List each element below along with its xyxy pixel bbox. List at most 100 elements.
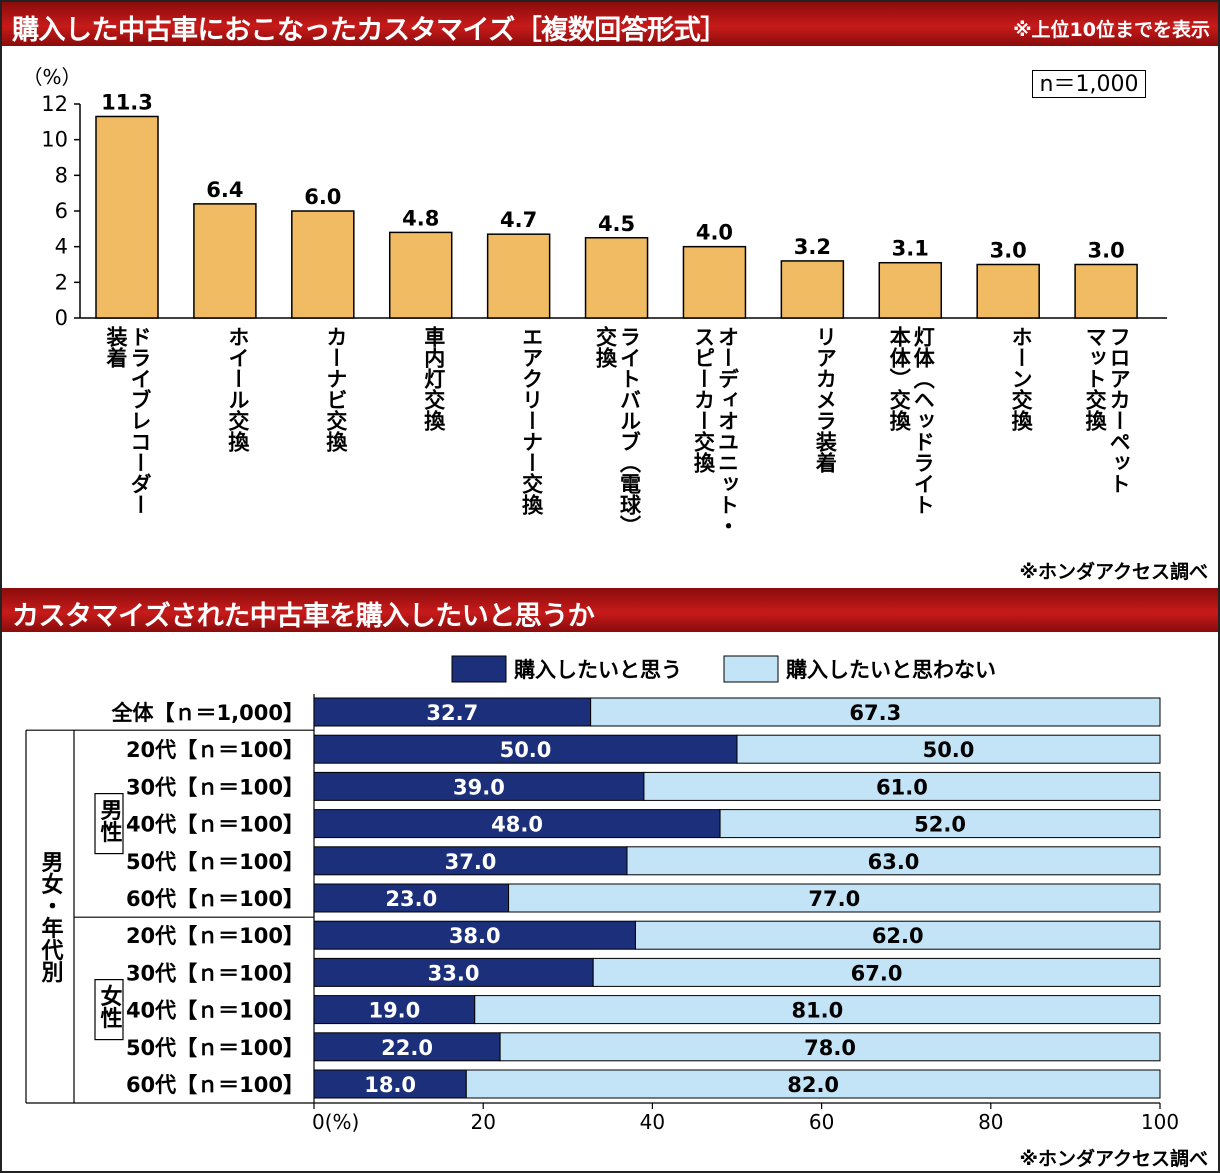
chart2-legend-swatch: [451, 655, 507, 683]
chart2-legend-swatch: [723, 655, 779, 683]
chart2-value-label: 67.3: [849, 701, 901, 725]
chart1-y-tick-label: 0: [55, 306, 68, 330]
chart2-value-label: 63.0: [868, 850, 920, 874]
chart1-category-label: マット交換: [1083, 326, 1107, 432]
chart1-bar: [878, 261, 943, 319]
chart1-y-tick-label: 6: [55, 199, 68, 223]
chart2-bar-segment: [465, 1069, 1161, 1099]
sample-size-box: n＝1,000: [1032, 70, 1146, 98]
chart1-note: ※上位10位までを表示: [1013, 19, 1210, 41]
chart1-bar: [780, 260, 845, 319]
chart2-bar-segment: [590, 697, 1161, 727]
chart2-x-tick-label: 40: [640, 1110, 665, 1134]
chart1-category-label: ホイール交換: [226, 326, 250, 453]
chart2-bar-segment: [313, 809, 721, 839]
chart1-category-label: カーナビ交換: [324, 326, 348, 453]
chart1-category-label: ライトバルブ（電球）: [618, 326, 642, 536]
chart2-bar-segment: [736, 734, 1161, 764]
chart2-bar-segment: [719, 809, 1161, 839]
chart1-bar: [193, 203, 257, 319]
chart1-value-label: 3.0: [1087, 239, 1124, 263]
chart2-bar-segment: [508, 883, 1161, 913]
chart1-category-label: 交換: [594, 325, 618, 369]
chart2-value-label: 52.0: [914, 813, 966, 837]
chart2-row-label: 60代【ｎ＝100】: [126, 887, 304, 911]
chart2-value-label: 82.0: [787, 1073, 839, 1097]
chart1-bar: [291, 210, 355, 319]
chart2-bar-segment: [634, 920, 1161, 950]
chart2-value-label: 67.0: [851, 961, 903, 985]
chart2-x-tick-label: 80: [978, 1110, 1003, 1134]
chart2-row-label: 30代【ｎ＝100】: [126, 775, 304, 799]
chart1-bar: [1074, 263, 1138, 319]
chart2-bar-segment: [313, 1069, 467, 1099]
chart1-category-label: エアクリーナー交換: [520, 326, 544, 516]
chart1-y-unit: （%）: [22, 65, 81, 89]
chart2-bar-segment: [643, 771, 1161, 801]
chart1-y-tick-label: 8: [55, 163, 68, 187]
chart2-legend-label: 購入したいと思う: [513, 658, 682, 682]
chart2-bar-segment: [313, 771, 645, 801]
chart1-category-label: ドライブレコーダー: [128, 326, 152, 515]
chart2-row-label: 20代【ｎ＝100】: [126, 924, 304, 948]
chart2-row-label: 30代【ｎ＝100】: [126, 961, 304, 985]
chart2-legend-label: 購入したいと思わない: [785, 658, 996, 682]
chart1-value-label: 4.8: [402, 206, 439, 230]
chart2-value-label: 38.0: [449, 924, 501, 948]
chart2-bar-segment: [313, 697, 592, 727]
chart1-value-label: 6.0: [304, 185, 341, 209]
chart2-value-label: 77.0: [808, 887, 860, 911]
chart1-value-label: 6.4: [206, 178, 243, 202]
chart2-x-tick-label: 20: [470, 1110, 495, 1134]
chart2-row-label: 全体【ｎ＝1,000】: [111, 701, 304, 725]
chart2-value-label: 39.0: [453, 775, 505, 799]
chart1-bar: [584, 237, 649, 319]
chart2-bar-segment: [592, 957, 1161, 987]
chart2-bar-segment: [626, 846, 1161, 876]
chart1-bar: [388, 231, 453, 319]
chart2-group-label: 男女・年代別: [38, 851, 65, 984]
chart2-value-label: 23.0: [385, 887, 437, 911]
chart1-y-tick-label: 12: [41, 92, 68, 116]
chart2-value-label: 22.0: [381, 1036, 433, 1060]
chart2-source: ※ホンダアクセス調べ: [1019, 1148, 1208, 1170]
chart1-category-label: 車内灯交換: [422, 326, 446, 432]
chart2-value-label: 78.0: [804, 1036, 856, 1060]
chart1-y-tick-label: 4: [55, 235, 68, 259]
chart1-category-label: ホーン交換: [1009, 326, 1033, 432]
chart1-y-tick-label: 10: [41, 128, 68, 152]
chart1-value-label: 4.7: [500, 208, 537, 232]
chart2-x-tick-label: 0(%): [312, 1110, 359, 1134]
chart1-value-label: 4.5: [598, 212, 635, 236]
chart1-category-label: オーディオユニット・: [715, 326, 739, 536]
chart2-row-label: 40代【ｎ＝100】: [126, 813, 304, 837]
chart2-x-tick-label: 60: [809, 1110, 834, 1134]
chart2-value-label: 48.0: [491, 813, 543, 837]
chart1-category-label: フロアカーペット: [1107, 326, 1131, 494]
chart2-row-label: 40代【ｎ＝100】: [126, 999, 304, 1023]
chart2-value-label: 61.0: [876, 775, 928, 799]
chart1-source: ※ホンダアクセス調べ: [1019, 561, 1208, 583]
chart2-bar-segment: [313, 995, 476, 1025]
chart2-row-label: 60代【ｎ＝100】: [126, 1073, 304, 1097]
chart1-category-label: リアカメラ装着: [813, 326, 838, 474]
chart2-bar-segment: [499, 1032, 1161, 1062]
chart1-value-label: 3.0: [990, 239, 1027, 263]
chart2-bar-segment: [313, 957, 594, 987]
chart2-value-label: 32.7: [426, 701, 478, 725]
chart2-row-label: 50代【ｎ＝100】: [126, 1036, 304, 1060]
chart1-value-label: 3.1: [892, 237, 929, 261]
chart1-category-label: スピーカー交換: [691, 326, 715, 474]
chart2-value-label: 62.0: [872, 924, 924, 948]
chart2-row-label: 20代【ｎ＝100】: [126, 738, 304, 762]
chart1-bar: [486, 233, 551, 319]
chart2-value-label: 50.0: [500, 738, 552, 762]
chart2-x-tick-label: 100: [1141, 1110, 1179, 1134]
chart1-value-label: 11.3: [101, 90, 153, 114]
chart2-gender-box: [94, 979, 124, 1041]
chart1-value-label: 3.2: [794, 235, 831, 259]
chart2-gender-label: 男性: [97, 799, 123, 843]
chart2-bar-segment: [313, 883, 510, 913]
